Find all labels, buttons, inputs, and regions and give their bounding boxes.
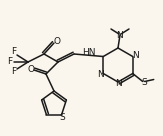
Text: S: S (60, 113, 66, 122)
Text: F: F (11, 47, 17, 56)
Text: S: S (142, 78, 148, 87)
Text: N: N (97, 70, 104, 79)
Text: O: O (53, 38, 60, 47)
Text: HN: HN (82, 48, 95, 57)
Text: N: N (117, 30, 123, 39)
Text: F: F (11, 67, 17, 76)
Text: F: F (7, 58, 13, 67)
Text: O: O (28, 64, 35, 73)
Text: N: N (116, 80, 122, 89)
Text: N: N (132, 51, 139, 60)
